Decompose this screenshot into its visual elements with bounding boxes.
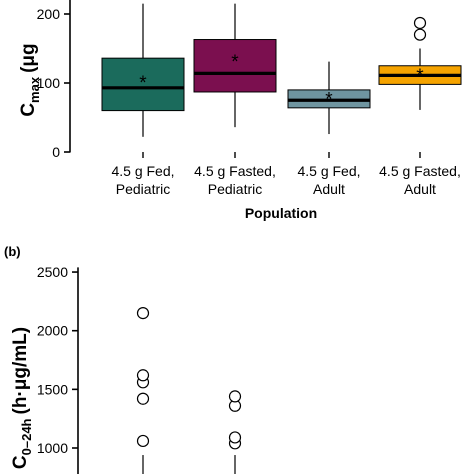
mean-marker: *: [231, 52, 239, 73]
outlier-point: [136, 434, 150, 448]
panel-b-boxes: [136, 307, 242, 474]
panel-b-y-tick-label: 1500: [37, 381, 68, 397]
panel-b-y-tick-label: 1000: [37, 440, 68, 456]
panel-b-y-axis-label: C0–24h(h·μg/mL): [10, 327, 34, 469]
panel-b-label: (b): [4, 244, 21, 259]
panel-a-axes: 0 100 200: [37, 0, 71, 160]
panel-a-x-tick-label: 4.5 g Fasted,: [379, 163, 461, 179]
panel-a-y-axis-label: Cmax(μg: [18, 43, 42, 116]
panel-b-box-2: [228, 390, 242, 474]
panel-a-x-tick-label: 4.5 g Fed,: [111, 163, 174, 179]
mean-marker: *: [416, 66, 424, 87]
outlier-point: [413, 16, 427, 30]
outlier-point: [413, 28, 427, 41]
panel-a-x-tick-label: 4.5 g Fasted,: [194, 163, 276, 179]
panel-a-y-tick-label: 0: [52, 144, 60, 160]
mean-marker: *: [139, 73, 147, 94]
box-4: *: [378, 16, 462, 110]
outlier-point: [228, 431, 242, 444]
panel-a-y-tick-label: 200: [37, 6, 61, 22]
box-2: *: [193, 3, 277, 128]
panel-b-auc-boxplot: (b) C0–24h(h·μg/mL) 1000 1500 2000 2500: [4, 244, 242, 474]
outlier-point: [136, 392, 150, 405]
panel-a-cmax-boxplot: Cmax(μg 0 100 200 * * * * 4.5 g Fed, Pediatric…: [18, 0, 462, 221]
outlier-point: [136, 369, 150, 382]
panel-a-x-tick-label: Pediatric: [208, 181, 262, 197]
iqr-box: [193, 39, 277, 93]
panel-b-y-tick-label: 2500: [37, 264, 68, 280]
panel-a-y-tick-label: 100: [37, 75, 61, 91]
panel-b-axes: 1000 1500 2000 2500: [37, 264, 79, 474]
outlier-point: [136, 307, 150, 320]
panel-a-x-tick-label: Pediatric: [116, 181, 170, 197]
iqr-box: [101, 57, 185, 112]
svg-text:C0–24h(h·μg/mL): C0–24h(h·μg/mL): [10, 327, 34, 469]
panel-b-box-1: [136, 307, 150, 474]
outlier-point: [228, 390, 242, 403]
svg-text:Cmax(μg: Cmax(μg: [18, 43, 42, 116]
box-1: *: [101, 3, 185, 137]
panel-b-y-tick-label: 2000: [37, 323, 68, 339]
panel-a-x-tick-labels: 4.5 g Fed, Pediatric 4.5 g Fasted, Pediatri…: [111, 152, 461, 197]
panel-a-boxes: * * * *: [101, 3, 462, 137]
panel-a-x-tick-label: Adult: [313, 181, 345, 197]
panel-a-x-axis-label: Population: [245, 205, 317, 221]
panel-a-x-tick-label: 4.5 g Fed,: [297, 163, 360, 179]
panel-a-x-tick-label: Adult: [404, 181, 436, 197]
mean-marker: *: [325, 89, 333, 110]
box-3: *: [287, 61, 371, 135]
